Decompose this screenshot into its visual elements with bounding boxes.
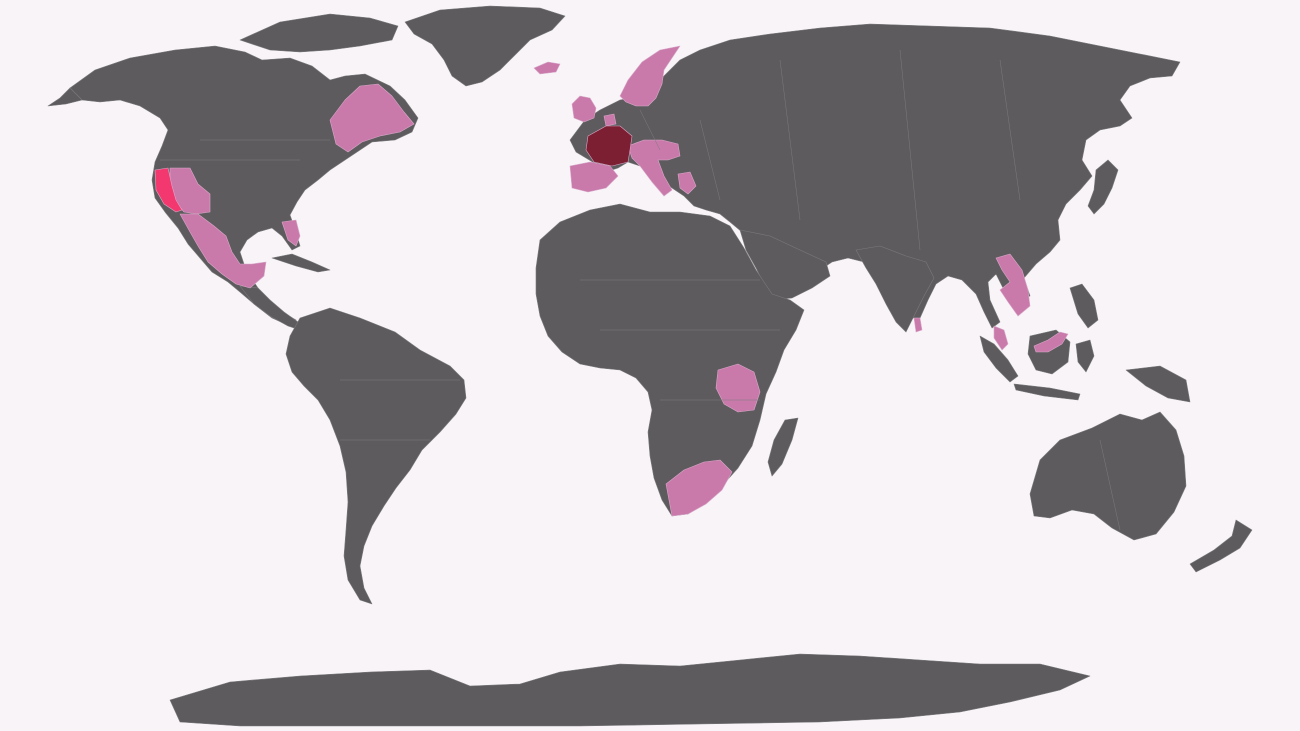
land-sulawesi[interactable] [1075,339,1095,373]
region-greece[interactable] [677,171,697,195]
region-iberia[interactable] [569,161,619,193]
land-japan[interactable] [1087,159,1119,215]
region-scandinavia[interactable] [619,45,681,107]
land-java[interactable] [1013,383,1081,401]
land-madagascar[interactable] [767,417,799,477]
land-arabian-peninsula[interactable] [739,229,831,301]
region-sri-lanka[interactable] [913,317,923,333]
land-philippines[interactable] [1069,283,1099,329]
region-malaysia-peninsula[interactable] [993,325,1009,351]
land-antarctica[interactable] [169,653,1091,727]
land-cuba[interactable] [271,253,331,273]
land-arctic-islands[interactable] [239,13,399,53]
land-sumatra[interactable] [979,335,1019,383]
region-central-europe[interactable] [627,139,681,197]
region-california[interactable] [154,167,183,213]
land-new-zealand[interactable] [1189,519,1253,573]
land-eurasia[interactable] [569,23,1181,329]
region-iceland[interactable] [533,61,561,75]
region-malaysia-borneo[interactable] [1033,331,1069,353]
region-mexico[interactable] [179,213,267,289]
region-quebec[interactable] [329,83,415,153]
land-greenland[interactable] [404,5,566,87]
region-uk-ireland[interactable] [571,95,597,123]
region-vietnam-cambodia[interactable] [995,253,1031,317]
land-new-guinea[interactable] [1125,365,1191,403]
land-south-america[interactable] [285,307,467,605]
land-north-america[interactable] [69,45,419,327]
land-india[interactable] [855,245,935,333]
region-florida[interactable] [281,219,301,247]
country-borders [160,49,1121,531]
region-france[interactable] [585,125,633,167]
land-alaska[interactable] [47,87,83,107]
region-south-africa[interactable] [665,459,733,517]
region-netherlands[interactable] [603,113,617,127]
